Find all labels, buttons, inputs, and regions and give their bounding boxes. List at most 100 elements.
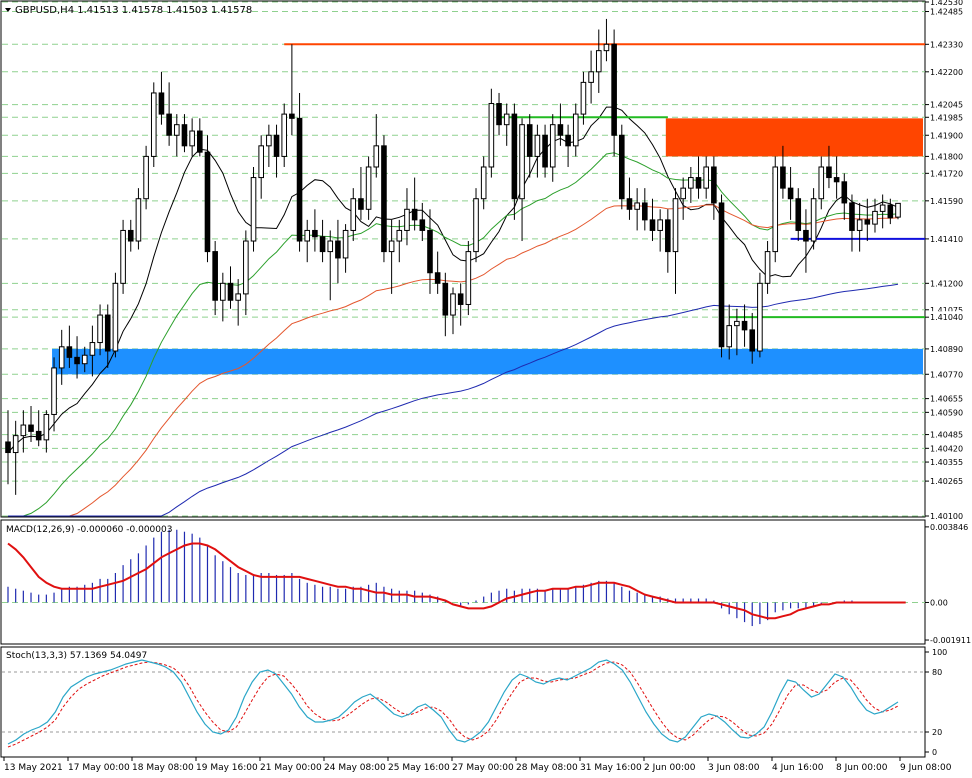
candle-up [365, 166, 372, 210]
stoch-label: Stoch(13,3,3) 57.1369 54.0497 [6, 651, 147, 661]
candle-up [58, 346, 65, 369]
candle-up [97, 314, 103, 344]
time-tick-label: 8 Jun 00:00 [836, 763, 888, 773]
candle-up [189, 130, 195, 147]
candle-down [665, 219, 671, 253]
time-tick-label: 21 May 00:00 [260, 763, 322, 773]
candle-down [826, 166, 832, 179]
candle-up [89, 342, 96, 356]
price-tick-label: 1.40590 [930, 408, 963, 417]
price-tick-label: 1.40770 [930, 370, 963, 379]
candle-down [427, 229, 433, 274]
price-tick-bg [927, 38, 967, 51]
candle-up [680, 187, 686, 200]
candle-up [588, 71, 594, 83]
candle-up [404, 208, 410, 231]
price-tick-bg [927, 5, 967, 18]
candle-down [849, 202, 855, 231]
stoch-panel-frame [0, 646, 926, 758]
price-zones [52, 118, 923, 375]
candle-up [258, 145, 264, 179]
candle-up [173, 124, 180, 136]
time-tick-label: 28 May 08:00 [516, 763, 578, 773]
price-tick-label: 1.42485 [930, 8, 963, 17]
candle-down [718, 202, 725, 348]
candle-down [358, 198, 364, 210]
candle-up [480, 166, 487, 200]
moving-averages [7, 106, 899, 517]
time-tick-label: 19 May 16:00 [196, 763, 258, 773]
stoch-tick-label: 100 [932, 648, 947, 657]
candle-up [895, 202, 901, 218]
price-tick-label: 1.41410 [930, 235, 963, 244]
price-tick-label: 1.40420 [930, 444, 963, 453]
time-tick-label: 3 Jun 08:00 [708, 763, 760, 773]
candle-down [711, 166, 717, 204]
candle-up [580, 81, 587, 115]
candle-up [396, 229, 403, 242]
time-tick-label: 2 Jun 00:00 [644, 763, 696, 773]
candle-down [795, 198, 802, 231]
price-tick-label: 1.40355 [930, 458, 963, 467]
candle-down [296, 117, 303, 242]
time-tick-label: 13 May 2021 [4, 763, 63, 773]
candle-up [488, 103, 495, 168]
price-tick-label: 1.40100 [930, 512, 963, 521]
stoch-signal-line [7, 661, 899, 748]
candle-down [887, 204, 894, 219]
stoch-main-line [7, 659, 899, 745]
candle-up [810, 198, 817, 242]
price-tick-bg [927, 277, 967, 290]
dropdown-arrow-icon[interactable] [5, 8, 11, 12]
candle-up [350, 198, 357, 231]
candle-up [603, 43, 610, 52]
candle-down [511, 113, 518, 200]
candle-down [35, 430, 42, 441]
candle-down [626, 198, 633, 210]
candle-up [112, 282, 119, 352]
candle-down [649, 219, 656, 231]
candle-down [28, 424, 34, 432]
ma_long-line [8, 283, 899, 517]
stochastic-panel: 100 80 20 0 [2, 648, 947, 757]
time-axis: 13 May 2021 17 May 00:00 18 May 08:00 19 Ma… [3, 757, 952, 773]
price-tick-bg [927, 129, 967, 142]
candle-up [688, 177, 694, 189]
candle-up [672, 198, 679, 253]
time-tick-label: 31 May 16:00 [580, 763, 642, 773]
price-tick-label: 1.42530 [930, 0, 963, 7]
time-tick-label: 27 May 00:00 [452, 763, 514, 773]
time-tick-label: 24 May 08:00 [324, 763, 386, 773]
candle-down [442, 282, 449, 316]
price-tick-label: 1.41040 [930, 313, 963, 322]
price-tick-label: 1.41900 [930, 131, 963, 140]
candle-up [450, 293, 456, 316]
candle-up [703, 166, 709, 189]
stoch-tick-label: 20 [932, 728, 942, 737]
macd-panel-frame [0, 519, 926, 645]
candle-down [319, 236, 326, 253]
price-panel-frame [0, 0, 926, 518]
candles [5, 18, 901, 495]
candle-up [143, 155, 149, 200]
price-tick-label: 1.41200 [930, 279, 963, 288]
candle-up [549, 124, 556, 168]
candle-up [235, 293, 241, 301]
resistance-zone [665, 118, 923, 157]
candle-down [335, 240, 341, 259]
price-tick-label: 1.41985 [930, 113, 963, 122]
ma_mid-line [8, 152, 899, 517]
candle-down [741, 320, 748, 331]
candle-up [572, 113, 579, 147]
candle-down [780, 166, 786, 189]
price-tick-bg [927, 428, 967, 441]
candle-down [289, 113, 295, 119]
candle-down [542, 134, 548, 168]
candle-down [5, 441, 11, 454]
price-tick-label: 1.42200 [930, 68, 963, 77]
candle-up [872, 210, 878, 225]
symbol-header: GBPUSD,H4 1.41513 1.41578 1.41503 1.4157… [5, 5, 252, 16]
price-tick-label: 1.41800 [930, 152, 963, 161]
